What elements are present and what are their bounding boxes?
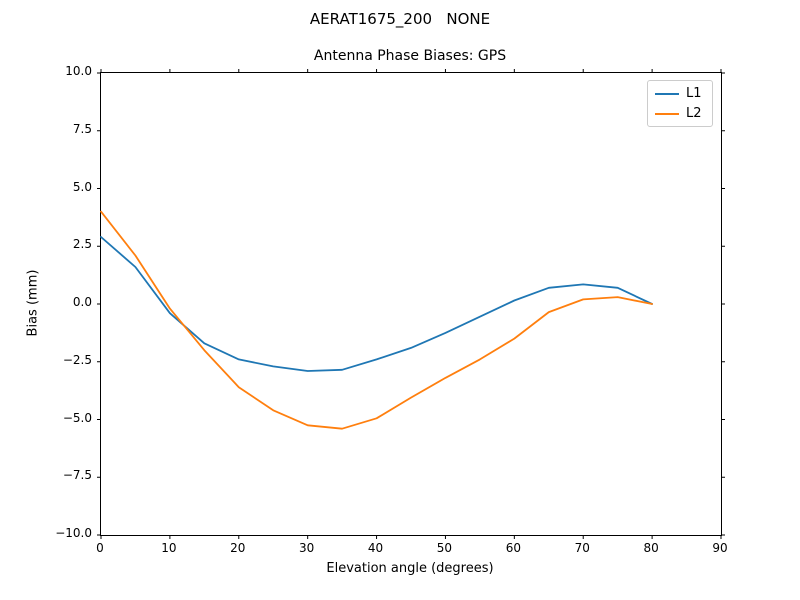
legend-entry-l1: L1 (655, 87, 705, 100)
plot-area (97, 69, 725, 539)
x-tick-label: 50 (436, 541, 453, 555)
x-tick-label: 30 (299, 541, 315, 555)
y-tick-label: −5.0 (62, 410, 92, 425)
x-tick-label: 0 (96, 541, 104, 555)
x-tick-label: 70 (574, 541, 590, 555)
series-line-L1 (100, 236, 653, 372)
y-tick-label: 0.0 (72, 295, 92, 309)
axes-title: Antenna Phase Biases: GPS (313, 48, 507, 64)
y-tick-label: −2.5 (62, 352, 92, 367)
x-tick-label: 60 (505, 541, 521, 555)
x-tick-label: 10 (161, 541, 177, 555)
legend-line-l2-swatch (655, 112, 679, 115)
x-tick-label: 80 (643, 541, 659, 555)
legend-line-l1-swatch (655, 92, 679, 95)
legend: L1 L2 (647, 80, 713, 127)
x-tick-label: 40 (367, 541, 384, 555)
y-axis-label: Bias (mm) (25, 269, 41, 337)
y-tick-label: −7.5 (62, 468, 92, 483)
y-tick-label: 2.5 (72, 237, 92, 252)
legend-label-l1: L1 (686, 86, 702, 101)
figure-title: AERAT1675_200 NONE (309, 10, 491, 28)
y-tick-label: 10.0 (65, 64, 92, 78)
plot-canvas (97, 69, 725, 539)
y-tick-label: 7.5 (72, 121, 92, 136)
y-tick-label: −10.0 (55, 526, 92, 540)
y-tick-label: 5.0 (72, 179, 92, 194)
x-tick-label: 20 (230, 541, 246, 555)
x-axis-label: Elevation angle (degrees) (326, 561, 494, 576)
legend-label-l2: L2 (686, 106, 702, 121)
legend-entry-l2: L2 (655, 107, 705, 120)
series-line-L2 (100, 210, 653, 430)
x-tick-label: 90 (712, 541, 728, 555)
